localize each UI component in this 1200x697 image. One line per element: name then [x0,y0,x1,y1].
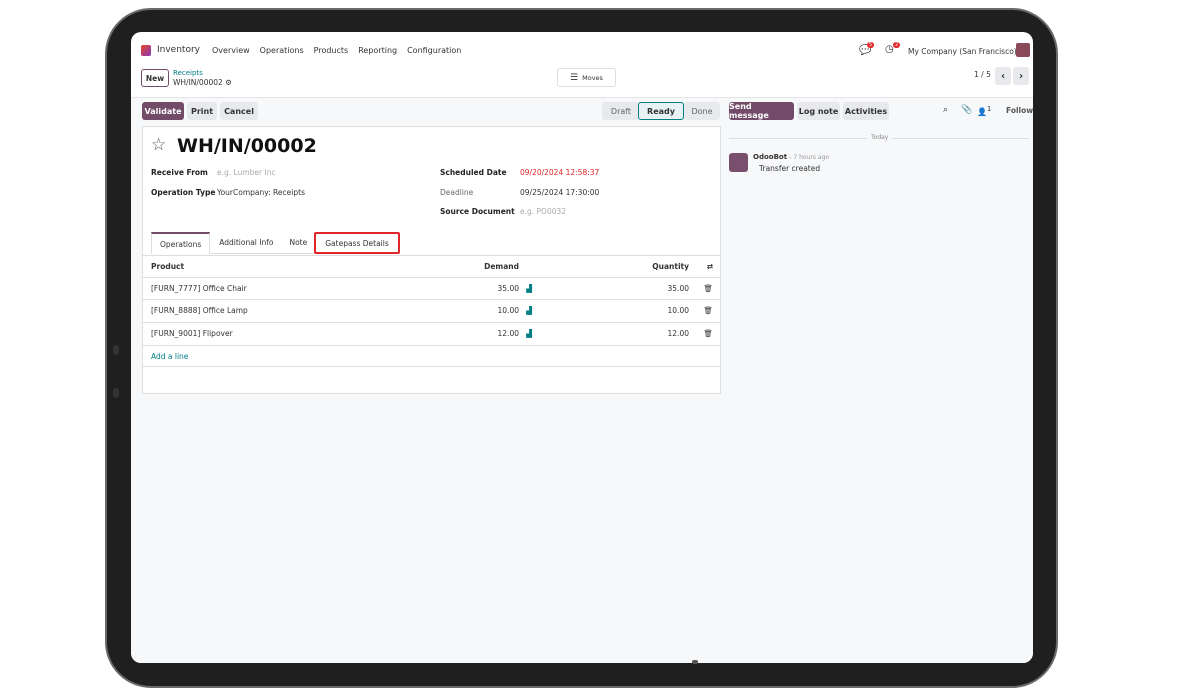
record-title: WH/IN/00002 [177,135,317,157]
breadcrumb-current: WH/IN/00002 [173,78,223,87]
quantity-cell[interactable]: 35.00 [667,284,689,293]
forecast-chart-icon[interactable]: ▟ [526,306,532,315]
menu-configuration[interactable]: Configuration [407,45,462,55]
print-button[interactable]: Print [187,102,217,120]
add-line-link[interactable]: Add a line [143,345,720,367]
table-row[interactable]: [FURN_9001] Flipover 12.00 ▟ 12.00 🗑 [143,322,720,344]
tab-note[interactable]: Note [282,232,315,254]
message-body: Transfer created [759,164,821,173]
table-header: Product Demand Quantity ⇄ [143,255,720,277]
menu-overview[interactable]: Overview [212,45,250,55]
trash-icon[interactable]: 🗑 [703,329,713,338]
screen: Inventory Overview Operations Products R… [131,32,1033,663]
status-draft[interactable]: Draft [602,102,640,120]
tab-operations[interactable]: Operations [151,232,211,254]
message-author: OdooBot [753,153,788,161]
date-separator: Today [867,134,893,141]
list-icon: ☰ [570,72,579,83]
product-cell[interactable]: [FURN_7777] Office Chair [151,284,247,293]
deadline-label: Deadline [440,188,474,197]
receive-from-label: Receive From [151,168,208,177]
column-demand[interactable]: Demand [484,262,519,271]
user-avatar[interactable] [1016,43,1030,57]
menu-operations[interactable]: Operations [259,45,304,55]
app-name[interactable]: Inventory [157,45,200,55]
forecast-chart-icon[interactable]: ▟ [526,284,532,293]
log-note-button[interactable]: Log note [797,102,840,120]
demand-cell: 12.00 [497,329,519,338]
operation-type-label: Operation Type [151,188,216,197]
scheduled-date-label: Scheduled Date [440,168,507,177]
messages-icon[interactable]: 💬 5 [859,42,875,56]
deadline-input[interactable]: 09/25/2024 17:30:00 [520,188,600,197]
demand-cell: 10.00 [497,306,519,315]
status-ready[interactable]: Ready [638,102,684,120]
moves-button[interactable]: ☰ Moves [557,68,616,87]
tab-gatepass-details[interactable]: Gatepass Details [314,232,400,254]
scheduled-date-input[interactable]: 09/20/2024 12:58:37 [520,168,600,177]
breadcrumb-receipts[interactable]: Receipts [173,69,203,77]
star-icon[interactable]: ☆ [151,135,167,155]
operation-type-input[interactable]: YourCompany: Receipts [217,188,305,197]
gear-icon[interactable]: ⚙ [225,78,232,87]
table-row[interactable]: [FURN_8888] Office Lamp 10.00 ▟ 10.00 🗑 [143,299,720,321]
receive-from-input[interactable]: e.g. Lumber Inc [217,168,276,177]
app-logo-icon [141,44,151,56]
new-button[interactable]: New [141,69,169,87]
tab-additional-info[interactable]: Additional Info [210,232,283,254]
paperclip-icon[interactable]: 📎 [961,105,973,115]
pager-value[interactable]: 1 / 5 [974,70,991,79]
previous-record-button[interactable]: ‹ [995,67,1011,85]
followers-count: 1 [986,105,992,113]
source-document-input[interactable]: e.g. PO0032 [520,207,567,216]
activities-icon[interactable]: ◷ 2 [885,42,901,55]
optional-columns-icon[interactable]: ⇄ [706,262,713,271]
form-sheet: ☆ WH/IN/00002 Receive From e.g. Lumber I… [142,126,721,394]
navbar: Inventory Overview Operations Products R… [131,32,1033,68]
home-indicator [692,660,698,664]
moves-label: Moves [582,73,603,82]
company-switcher[interactable]: My Company (San Francisco) [908,47,1017,56]
side-button [113,345,119,355]
source-document-label: Source Document [440,207,515,216]
column-quantity[interactable]: Quantity [652,262,689,271]
demand-cell: 35.00 [497,284,519,293]
next-record-button[interactable]: › [1013,67,1029,85]
side-button [113,388,119,398]
activities-button[interactable]: Activities [843,102,889,120]
trash-icon[interactable]: 🗑 [703,306,713,315]
send-message-button[interactable]: Send message [729,102,794,120]
messages-badge: 5 [867,42,875,48]
product-cell[interactable]: [FURN_8888] Office Lamp [151,306,248,315]
odoobot-avatar [729,153,748,172]
column-product[interactable]: Product [151,262,185,271]
quantity-cell[interactable]: 12.00 [667,329,689,338]
cancel-button[interactable]: Cancel [220,102,258,120]
product-cell[interactable]: [FURN_9001] Flipover [151,329,233,338]
trash-icon[interactable]: 🗑 [703,284,713,293]
menu-products[interactable]: Products [313,45,349,55]
status-done[interactable]: Done [684,102,720,120]
follow-button[interactable]: Follow [1006,106,1033,115]
search-icon[interactable]: ⌕ [943,105,949,115]
activities-badge: 2 [893,42,901,48]
table-row[interactable]: [FURN_7777] Office Chair 35.00 ▟ 35.00 🗑 [143,277,720,299]
validate-button[interactable]: Validate [142,102,184,120]
quantity-cell[interactable]: 10.00 [667,306,689,315]
forecast-chart-icon[interactable]: ▟ [526,329,532,338]
followers-icon[interactable]: 👤1 [977,105,992,117]
menu-reporting[interactable]: Reporting [358,45,398,55]
message-time: - 7 hours ago [789,154,830,161]
